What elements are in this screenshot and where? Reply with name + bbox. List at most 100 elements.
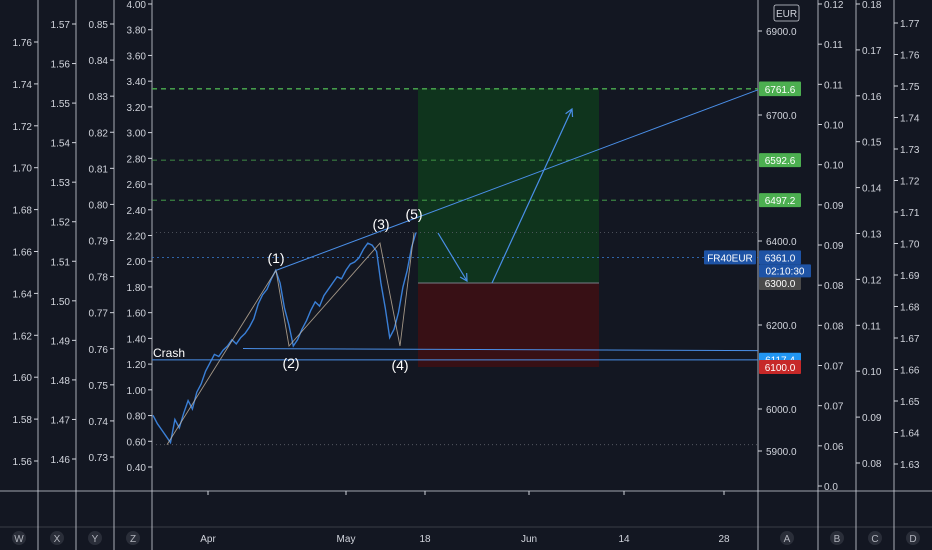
price-axis-tick-label: 6000.0	[766, 405, 797, 416]
indicator-tick-label: 1.66	[13, 248, 33, 259]
indicator-tick-label: 4.00	[127, 0, 147, 11]
right-axis-tick-label: 0.12	[824, 0, 844, 11]
time-axis-label: 28	[718, 534, 730, 545]
right-axis-tick-label: 1.73	[900, 145, 920, 156]
price-level-badge[interactable]	[759, 250, 801, 265]
right-axis-tick-label: 1.68	[900, 303, 920, 314]
indicator-tick-label: 1.53	[51, 178, 71, 189]
right-axis-tick-label: 1.71	[900, 208, 920, 219]
price-level-badge[interactable]	[759, 193, 801, 208]
indicator-tick-label: 1.52	[51, 218, 71, 229]
price-level-label: 6100.0	[765, 363, 796, 374]
indicator-tick-label: 1.74	[13, 80, 33, 91]
price-level-label: 6497.2	[765, 196, 796, 207]
axis-letter-badge[interactable]	[868, 531, 882, 545]
right-axis-tick-label: 0.11	[824, 80, 843, 91]
symbol-badge[interactable]	[704, 250, 756, 265]
axis-letter-badge[interactable]	[906, 531, 920, 545]
right-axis-tick-label: 1.70	[900, 240, 920, 251]
axis-letter: A	[784, 534, 791, 545]
indicator-tick-label: 1.56	[51, 60, 71, 71]
axis-letter: D	[909, 534, 916, 545]
countdown-label: 02:10:30	[766, 266, 805, 277]
right-axis-tick-label: 0.09	[824, 241, 844, 252]
right-axis-tick-label: 0.11	[862, 321, 881, 332]
time-axis-label: Jun	[521, 534, 537, 545]
price-level-badge[interactable]	[759, 82, 801, 97]
right-axis-tick-label: 0.09	[824, 201, 844, 212]
indicator-tick-label: 1.56	[13, 457, 33, 468]
right-axis-tick-label: 0.16	[862, 92, 882, 103]
indicator-tick-label: 0.60	[127, 437, 147, 448]
right-axis-tick-label: 1.64	[900, 429, 920, 440]
forecast-arrow-up	[491, 108, 573, 284]
symbol-label: FR40EUR	[707, 253, 753, 264]
indicator-tick-label: 0.78	[89, 273, 109, 284]
right-axis-tick-label: 0.08	[824, 321, 844, 332]
indicator-tick-label: 1.51	[51, 257, 71, 268]
right-axis-tick-label: 1.66	[900, 366, 920, 377]
indicator-tick-label: 1.40	[127, 334, 147, 345]
price-level-badge[interactable]	[759, 153, 801, 168]
indicator-tick-label: 1.60	[13, 373, 33, 384]
axis-letter: Y	[92, 534, 99, 545]
axis-letter-badge[interactable]	[830, 531, 844, 545]
wave-label: (2)	[282, 355, 299, 371]
indicator-tick-label: 1.50	[51, 297, 71, 308]
price-axis-tick-label: 6900.0	[766, 27, 797, 38]
price-level-badge[interactable]	[759, 360, 801, 374]
axis-letter-badge[interactable]	[50, 531, 64, 545]
right-axis-tick-label: 1.75	[900, 82, 920, 93]
indicator-tick-label: 1.49	[51, 336, 71, 347]
right-axis-tick-label: 0.12	[862, 275, 882, 286]
price-level-label: 6761.6	[765, 85, 796, 96]
indicator-tick-label: 0.75	[89, 381, 109, 392]
indicator-tick-label: 0.74	[89, 417, 109, 428]
right-axis-tick-label: 1.69	[900, 271, 920, 282]
indicator-tick-label: 0.83	[89, 92, 109, 103]
axis-letter-badge[interactable]	[780, 531, 794, 545]
indicator-tick-label: 0.73	[89, 453, 109, 464]
indicator-tick-label: 1.68	[13, 206, 33, 217]
indicator-tick-label: 0.76	[89, 345, 109, 356]
indicator-tick-label: 1.58	[13, 415, 33, 426]
price-level-badge[interactable]	[759, 276, 801, 290]
right-axis-tick-label: 0.08	[824, 281, 844, 292]
indicator-tick-label: 1.62	[13, 331, 33, 342]
price-level-label: 6592.6	[765, 156, 796, 167]
right-axis-tick-label: 0.17	[862, 46, 882, 57]
loss-zone	[418, 283, 599, 367]
wave-label: (4)	[391, 357, 408, 373]
right-axis-tick-label: 0.10	[862, 367, 882, 378]
time-axis-label: 14	[618, 534, 630, 545]
right-axis-tick-label: 0.18	[862, 0, 882, 11]
currency-label: EUR	[776, 9, 797, 20]
wave-label: (1)	[267, 250, 284, 266]
indicator-tick-label: 3.20	[127, 103, 147, 114]
forecast-arrow-down-head	[459, 272, 468, 283]
time-axis-label: 18	[419, 534, 431, 545]
axis-letter-badge[interactable]	[88, 531, 102, 545]
indicator-tick-label: 1.72	[13, 122, 33, 133]
indicator-tick-label: 0.85	[89, 20, 109, 31]
indicator-tick-label: 1.00	[127, 386, 147, 397]
indicator-tick-label: 3.40	[127, 77, 147, 88]
indicator-tick-label: 1.76	[13, 38, 33, 49]
right-axis-tick-label: 0.07	[824, 362, 844, 373]
indicator-tick-label: 0.80	[89, 200, 109, 211]
axis-letter-badge[interactable]	[12, 531, 26, 545]
indicator-tick-label: 2.40	[127, 206, 147, 217]
currency-badge[interactable]	[773, 4, 800, 22]
right-axis-tick-label: 1.63	[900, 460, 920, 471]
indicator-tick-label: 0.82	[89, 128, 109, 139]
right-axis-tick-label: 0.14	[862, 184, 882, 195]
right-axis-tick-label: 0.11	[824, 40, 843, 51]
indicator-tick-label: 2.00	[127, 257, 147, 268]
indicator-tick-label: 2.20	[127, 232, 147, 243]
right-axis-tick-label: 0.09	[862, 413, 882, 424]
profit-zone	[418, 88, 599, 283]
indicator-tick-label: 2.60	[127, 180, 147, 191]
axis-letter-badge[interactable]	[126, 531, 140, 545]
indicator-tick-label: 2.80	[127, 154, 147, 165]
